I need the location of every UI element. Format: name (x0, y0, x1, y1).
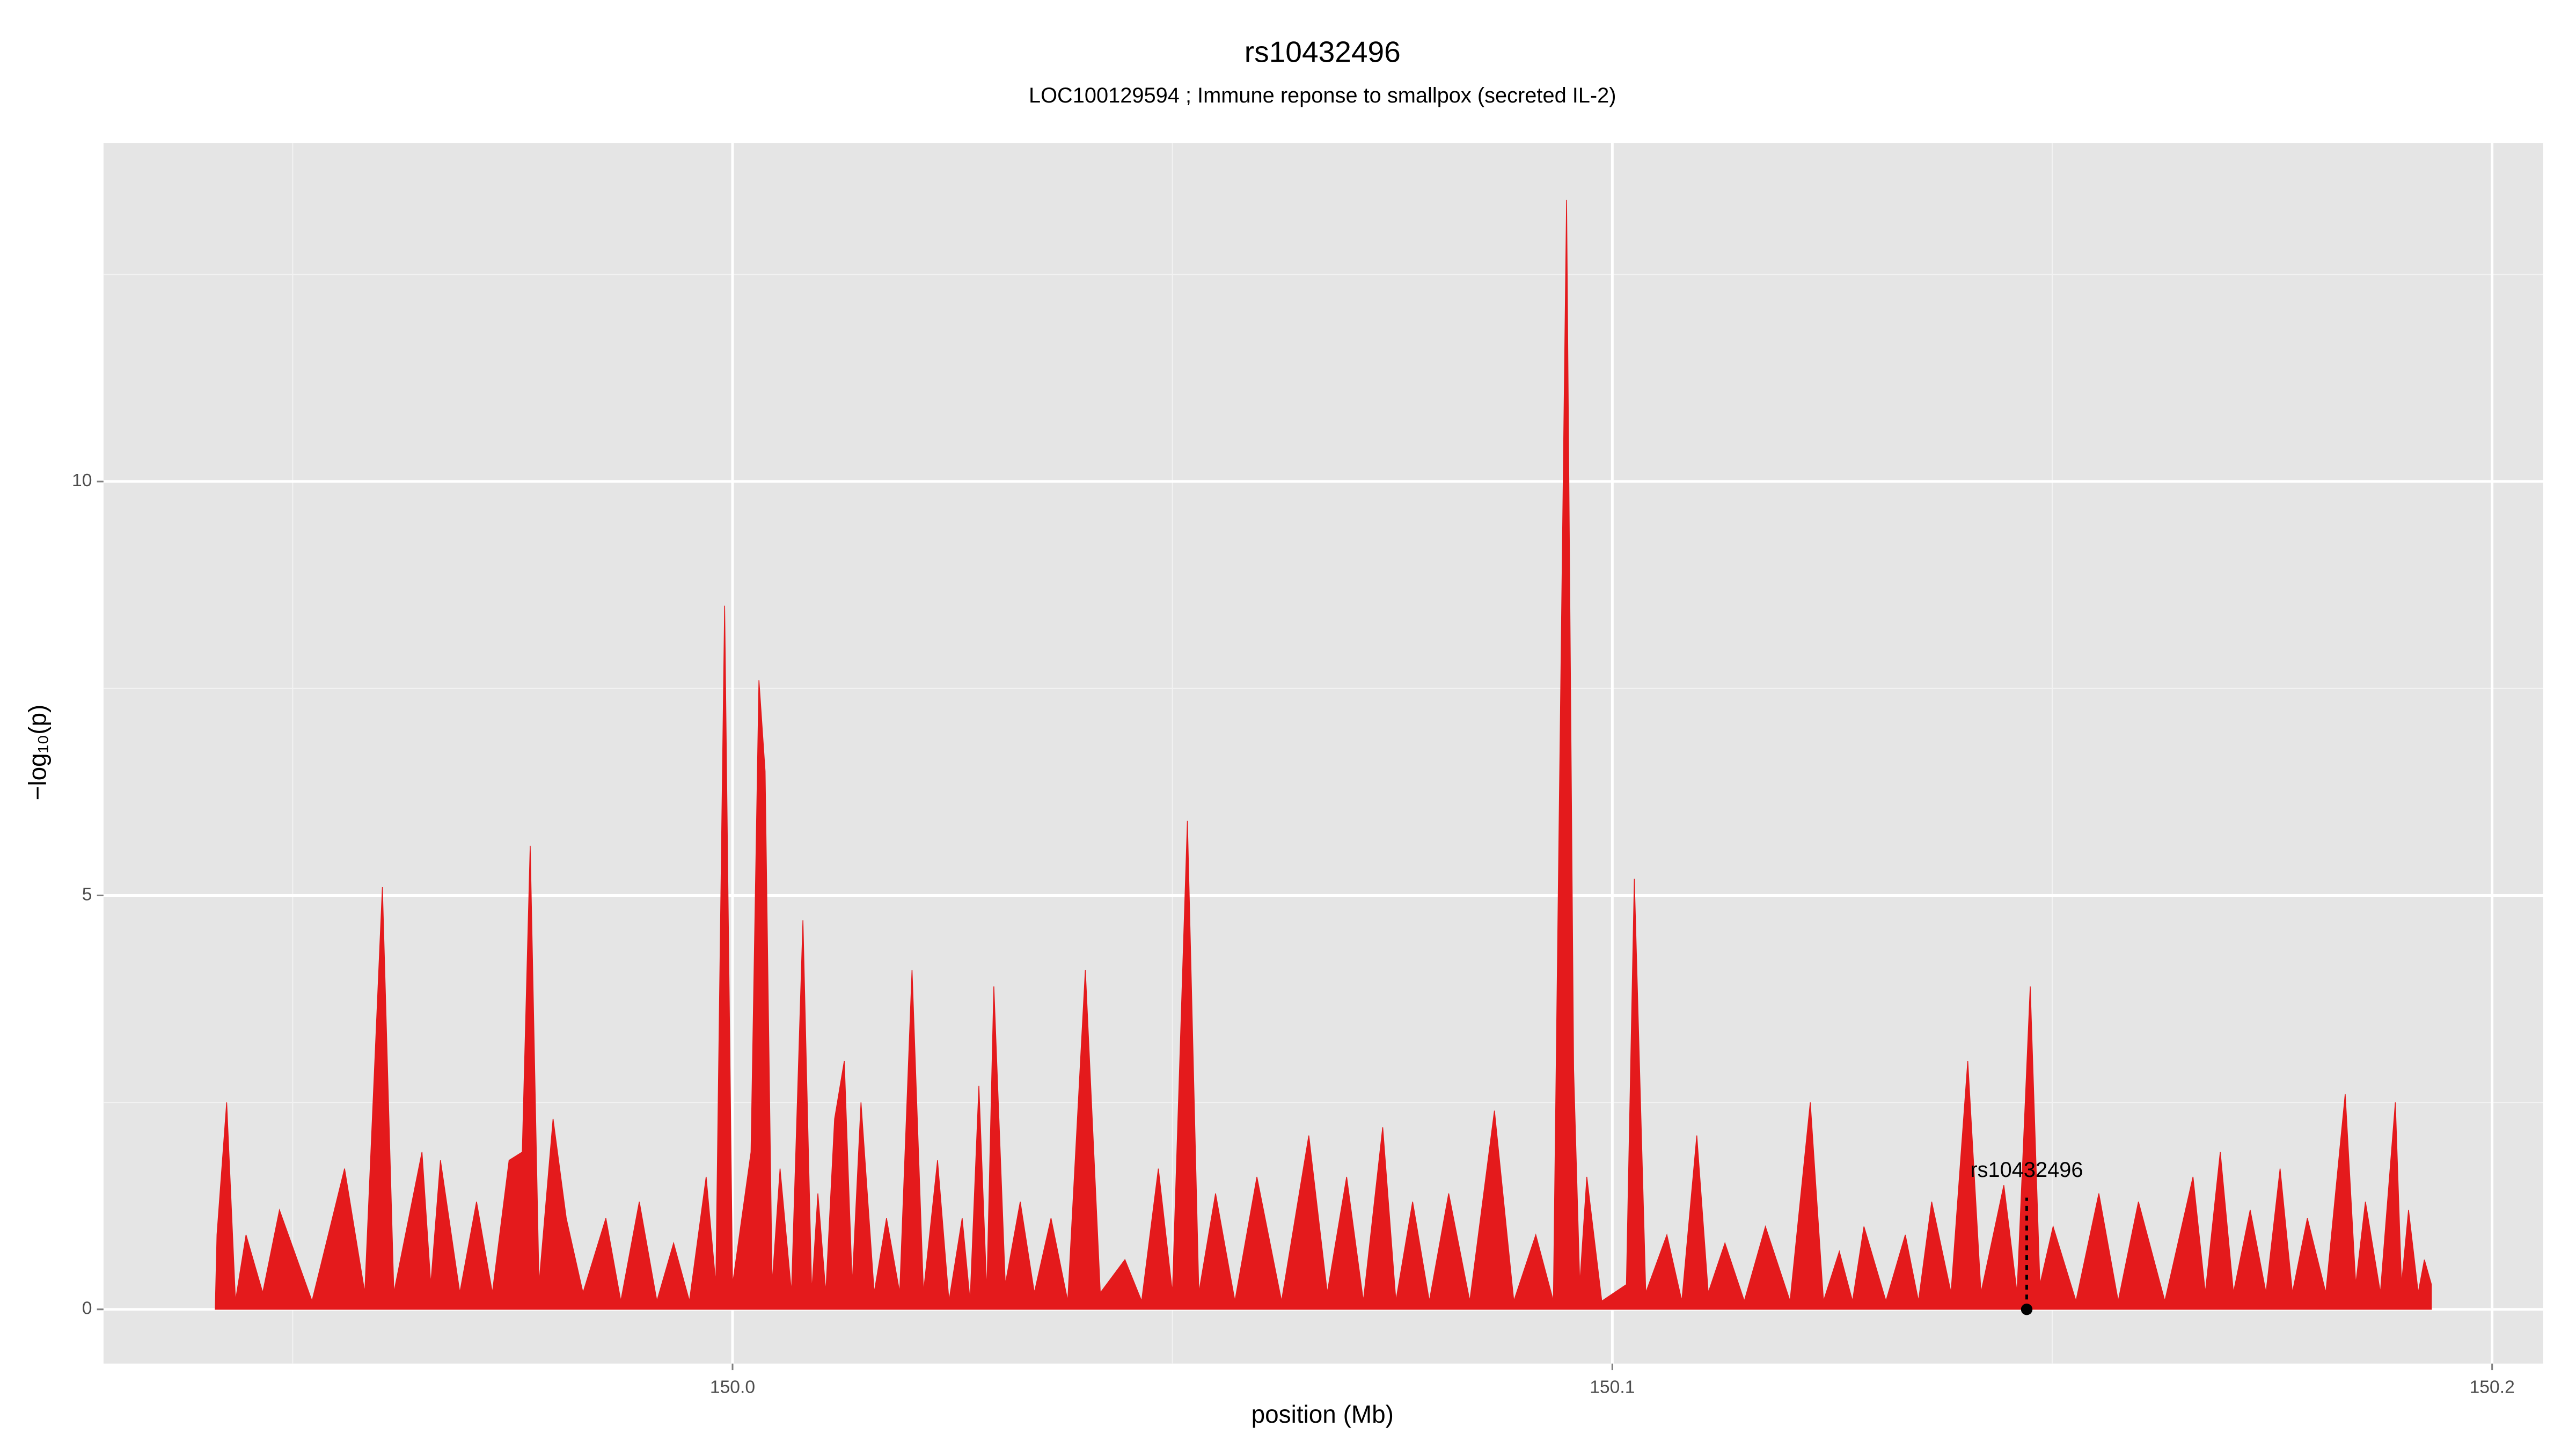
y-tick-label: 10 (72, 471, 92, 491)
annotation-label: rs10432496 (1970, 1158, 2083, 1182)
annotation-point (2021, 1304, 2033, 1315)
x-tick-label: 150.0 (710, 1378, 755, 1397)
x-axis-title: position (Mb) (1252, 1400, 1394, 1428)
chart-subtitle: LOC100129594 ; Immune reponse to smallpo… (1029, 84, 1616, 107)
y-tick-label: 0 (82, 1299, 92, 1319)
chart-title: rs10432496 (1245, 35, 1401, 69)
x-tick-label: 150.2 (2470, 1378, 2515, 1397)
y-axis-title: −log₁₀(p) (24, 705, 52, 801)
area (215, 200, 2432, 1310)
plot-panel (103, 143, 2543, 1364)
y-tick-label: 5 (82, 884, 92, 904)
x-tick-label: 150.1 (1590, 1378, 1635, 1397)
